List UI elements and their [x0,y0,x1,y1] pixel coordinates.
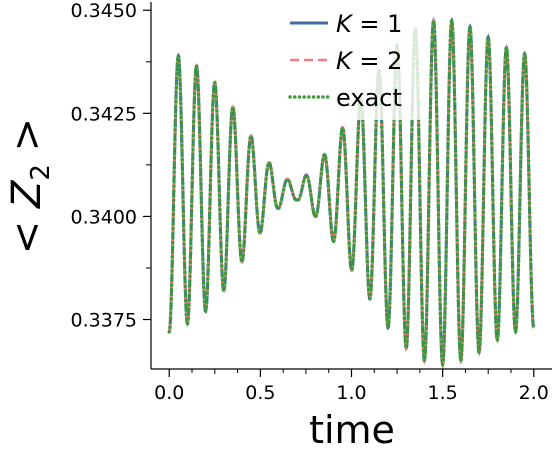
x-tick-label: 0.0 [154,382,184,404]
x-tick-label: 0.5 [245,382,275,404]
y-tick-label: 0.3400 [71,206,137,228]
y-tick-label: 0.3450 [71,0,137,22]
y-tick-label: 0.3425 [71,103,137,125]
x-axis-label: time [309,408,395,452]
x-tick-label: 1.0 [336,382,366,404]
legend-label-1: K = 1 [336,10,402,38]
x-tick-label: 1.5 [428,382,458,404]
legend-box [282,2,422,120]
y-axis-label: < Z2 > [4,118,56,254]
legend-label-2: K = 2 [336,47,402,75]
series-line-3 [167,16,536,369]
legend-label-3: exact [336,84,402,112]
legend: K = 1 K = 2 exact [282,2,422,120]
axes: 0.0 0.5 1.0 1.5 2.0 0.3375 0.3400 0.3425 0.3450 [71,0,552,404]
x-tick-label: 2.0 [519,382,549,404]
svg-text:< Z2 >: < Z2 > [4,118,56,254]
series-lines [167,16,536,369]
y-tick-label: 0.3375 [71,310,137,332]
